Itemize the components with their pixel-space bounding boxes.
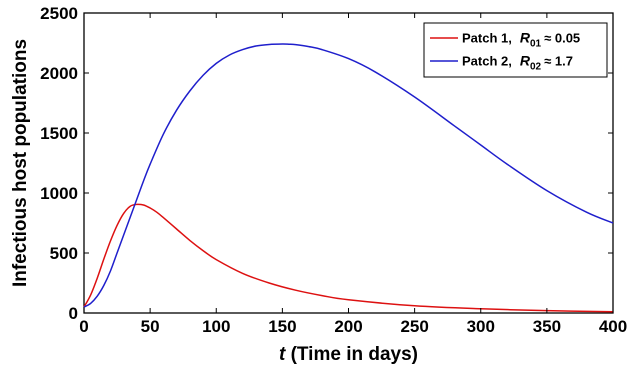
x-tick-label: 200 [334, 317, 362, 336]
x-axis-label-text: (Time in days) [285, 344, 418, 365]
legend-entry-patch-2-symbol: R [520, 53, 531, 69]
y-tick-label: 2000 [40, 64, 78, 83]
legend-entry-patch-1-subscript: 01 [530, 39, 542, 50]
x-tick-label: 0 [79, 317, 88, 336]
x-tick-label: 350 [533, 317, 561, 336]
legend-entry-patch-2: Patch 2, R02 ≈ 1.7 [462, 53, 573, 73]
y-tick-label: 2500 [40, 4, 78, 23]
series-line-patch-1 [83, 203, 614, 313]
legend-entry-patch-2-value: ≈ 1.7 [544, 54, 573, 69]
x-tick-label: 300 [467, 317, 495, 336]
legend-entry-patch-1-name: Patch 1, [462, 31, 512, 46]
legend: Patch 1, R01 ≈ 0.05 Patch 2, R02 ≈ 1.7 [423, 22, 608, 78]
x-tick-label: 150 [268, 317, 296, 336]
x-axis-label-variable: t [279, 344, 286, 365]
x-tick-label: 400 [599, 317, 627, 336]
legend-entry-patch-2-name: Patch 2, [462, 54, 512, 69]
x-tick-label: 100 [202, 317, 230, 336]
y-tick-label: 0 [69, 304, 78, 323]
legend-entry-patch-2-subscript: 02 [530, 62, 542, 73]
legend-entry-patch-1-value: ≈ 0.05 [544, 31, 580, 46]
legend-entry-patch-1: Patch 1, R01 ≈ 0.05 [462, 30, 580, 50]
series-layer [83, 43, 614, 313]
series-line-patch-2 [83, 43, 614, 308]
y-tick-label: 1500 [40, 124, 78, 143]
legend-box [423, 22, 608, 78]
axis-layer: 0 50 100 150 200 250 300 350 400 0 500 1000 1500 2000… [40, 4, 627, 336]
y-tick-label: 500 [50, 244, 78, 263]
y-axis-label: Infectious host populations [10, 39, 31, 287]
x-tick-label: 50 [141, 317, 160, 336]
legend-entry-patch-1-symbol: R [520, 30, 531, 46]
x-axis-label: t (Time in days) [279, 344, 418, 365]
x-tick-label: 250 [400, 317, 428, 336]
y-tick-label: 1000 [40, 184, 78, 203]
